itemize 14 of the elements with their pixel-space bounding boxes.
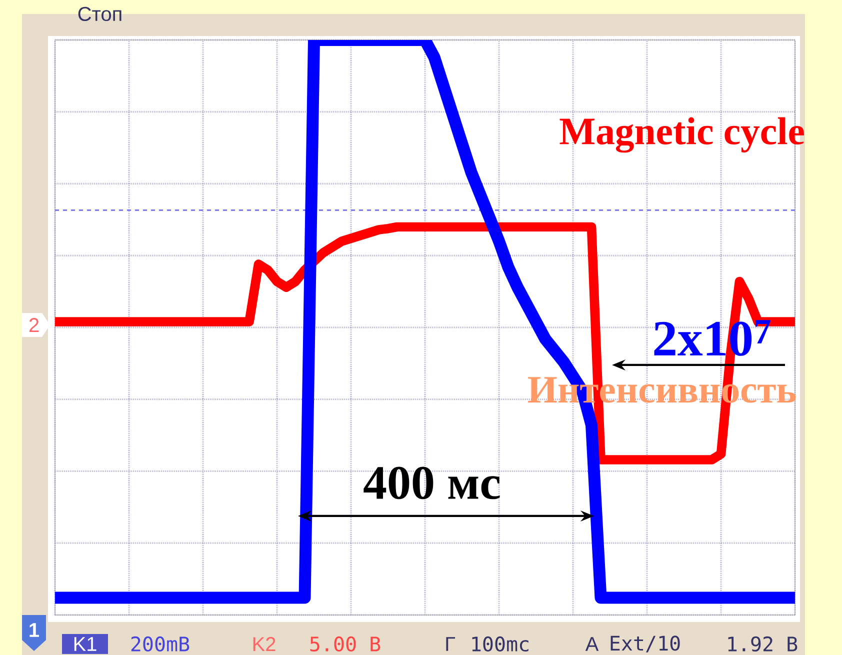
- text: A: [585, 637, 599, 651]
- series-label: Magnetic cycle: [560, 117, 804, 153]
- text: 100mс: [472, 636, 528, 652]
- text: Г: [446, 637, 456, 651]
- text: Стоп: [78, 6, 122, 22]
- text: Ext/10: [610, 636, 680, 652]
- text: K2: [253, 637, 276, 651]
- text: K1: [74, 637, 96, 651]
- text: 2: [29, 318, 39, 332]
- text: 5.00 В: [310, 636, 380, 652]
- text: 200mВ: [131, 636, 190, 652]
- annotation: 400 мс: [364, 466, 500, 500]
- text: 1.92 В: [728, 636, 798, 652]
- text: 1: [30, 623, 40, 637]
